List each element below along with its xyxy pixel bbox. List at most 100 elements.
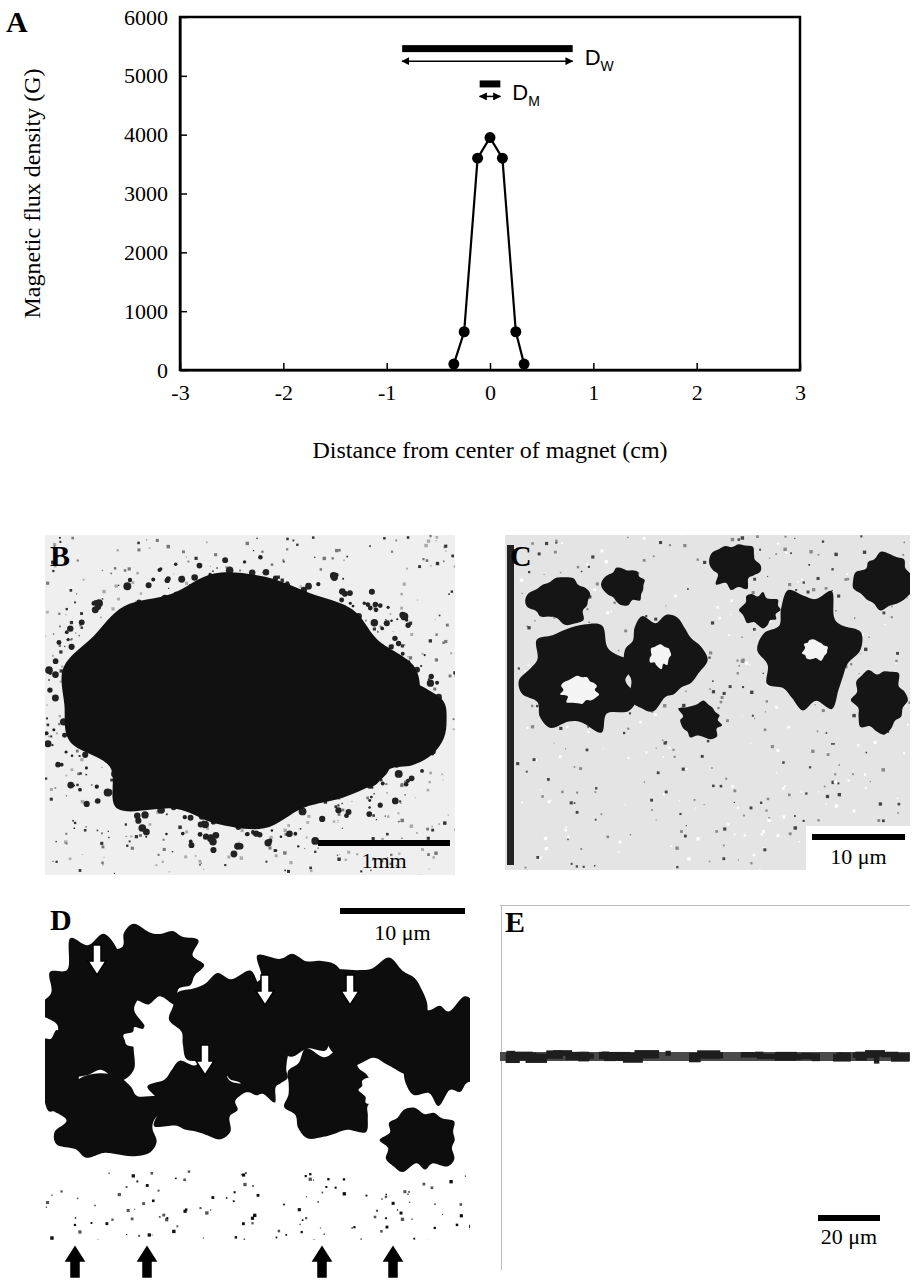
texture-speck	[216, 567, 218, 569]
texture-speck	[711, 767, 713, 769]
texture-speck	[903, 542, 905, 544]
texture-speck	[335, 549, 338, 552]
texture-speck	[210, 847, 216, 853]
texture-speck	[528, 664, 530, 666]
texture-speck	[453, 671, 455, 674]
texture-speck	[166, 813, 168, 815]
texture-speck	[199, 1207, 201, 1209]
texture-speck	[712, 690, 715, 693]
texture-speck	[756, 535, 759, 538]
texture-speck	[645, 751, 647, 753]
texture-speck	[438, 823, 440, 825]
texture-speck	[117, 598, 120, 601]
texture-speck	[695, 807, 696, 808]
texture-speck	[246, 832, 250, 836]
texture-speck	[424, 544, 427, 547]
texture-speck	[516, 762, 519, 765]
texture-speck	[685, 691, 686, 692]
texture-speck	[108, 831, 109, 832]
texture-speck	[726, 719, 729, 722]
texture-speck	[762, 830, 765, 833]
texture-speck	[450, 652, 452, 654]
texture-speck	[794, 538, 795, 539]
texture-speck	[210, 1209, 211, 1210]
texture-speck	[716, 606, 718, 608]
texture-speck	[300, 828, 302, 830]
texture-speck	[629, 712, 631, 714]
texture-speck	[66, 795, 67, 796]
texture-speck	[94, 1205, 96, 1207]
texture-speck	[256, 538, 257, 539]
texture-speck	[574, 802, 576, 804]
texture-band	[833, 1054, 851, 1062]
texture-speck	[825, 587, 828, 590]
texture-speck	[410, 825, 413, 828]
texture-speck	[320, 568, 322, 570]
texture-speck	[733, 789, 736, 792]
texture-speck	[185, 582, 188, 585]
annotation-subscript: M	[528, 93, 540, 109]
y-tick-label: 3000	[124, 181, 168, 206]
texture-speck	[403, 1190, 406, 1193]
texture-speck	[595, 819, 597, 821]
texture-speck	[882, 819, 885, 822]
texture-speck	[434, 851, 437, 854]
texture-speck	[659, 541, 662, 544]
texture-speck	[835, 610, 837, 612]
texture-speck	[68, 644, 74, 650]
texture-speck	[868, 637, 869, 638]
texture-speck	[186, 556, 187, 557]
texture-speck	[782, 761, 784, 763]
texture-speck	[81, 627, 83, 629]
texture-speck	[679, 813, 681, 815]
texture-speck	[518, 667, 520, 669]
y-tick: 2000	[124, 240, 187, 265]
texture-speck	[376, 819, 377, 820]
texture-speck	[767, 819, 770, 822]
texture-speck	[571, 863, 573, 865]
texture-blob	[851, 670, 908, 735]
texture-speck	[316, 582, 320, 586]
texture-speck	[738, 665, 740, 667]
texture-speck	[276, 1237, 278, 1239]
texture-speck	[294, 875, 296, 876]
texture-speck	[534, 620, 535, 621]
texture-speck	[335, 807, 341, 813]
texture-speck	[761, 833, 763, 835]
texture-speck	[306, 837, 308, 839]
texture-speck	[522, 593, 523, 594]
texture-speck	[565, 748, 566, 749]
annotation-label: DM	[512, 80, 540, 109]
texture-speck	[292, 540, 294, 542]
texture-speck	[429, 772, 432, 775]
texture-speck	[181, 832, 185, 836]
texture-speck	[101, 845, 104, 848]
texture-speck	[351, 801, 352, 802]
texture-speck	[905, 705, 907, 707]
texture-speck	[163, 848, 166, 851]
texture-speck	[429, 781, 431, 783]
texture-speck	[413, 1238, 415, 1240]
data-point	[519, 359, 530, 370]
texture-speck	[275, 849, 277, 851]
texture-speck	[323, 557, 326, 560]
image-ground	[505, 535, 910, 870]
texture-speck	[624, 629, 627, 632]
texture-speck	[252, 1185, 254, 1187]
plot-area	[448, 132, 529, 370]
texture-speck	[554, 743, 555, 744]
x-tick-label: 0	[485, 380, 496, 405]
texture-speck	[882, 611, 885, 614]
texture-speck	[722, 857, 725, 860]
texture-speck	[149, 547, 151, 549]
texture-speck	[168, 588, 169, 589]
texture-speck	[834, 773, 836, 775]
texture-speck	[588, 566, 590, 568]
texture-speck	[808, 564, 810, 566]
texture-speck	[400, 784, 403, 787]
texture-speck	[349, 602, 352, 605]
texture-edge	[500, 905, 910, 906]
texture-speck	[687, 588, 689, 590]
texture-speck	[770, 620, 772, 622]
texture-blob	[271, 655, 446, 786]
